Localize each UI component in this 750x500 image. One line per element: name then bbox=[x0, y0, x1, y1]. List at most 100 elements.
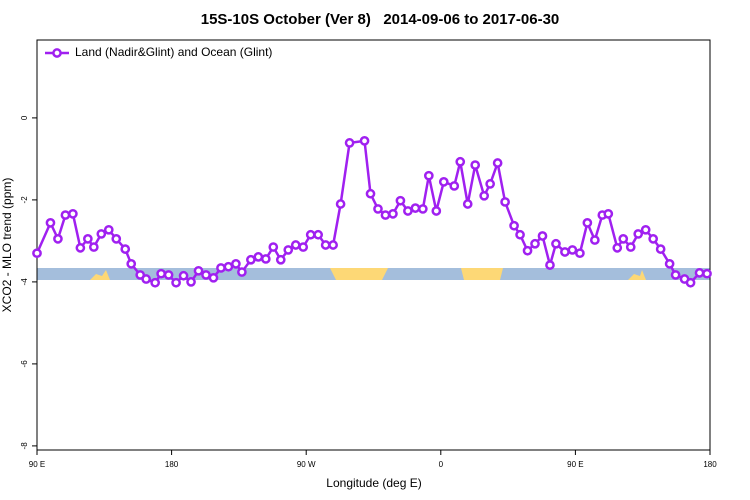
data-point bbox=[670, 270, 681, 280]
data-point bbox=[633, 229, 644, 239]
data-point bbox=[582, 218, 593, 228]
x-tick-label: 0 bbox=[439, 460, 444, 469]
y-tick-label: -8 bbox=[20, 442, 29, 450]
data-point bbox=[395, 195, 406, 206]
data-point bbox=[438, 177, 449, 187]
x-tick-label: 180 bbox=[165, 460, 179, 469]
data-point bbox=[560, 247, 570, 257]
chart-title: 15S-10S October (Ver 8) 2014-09-06 to 20… bbox=[201, 11, 560, 28]
data-point bbox=[111, 234, 122, 244]
land-shape bbox=[628, 270, 646, 280]
data-point bbox=[178, 270, 189, 281]
data-point bbox=[156, 268, 166, 279]
data-point bbox=[141, 274, 152, 284]
legend-label: Land (Nadir&Glint) and Ocean (Glint) bbox=[75, 45, 272, 59]
data-point bbox=[103, 224, 114, 235]
data-point bbox=[423, 170, 434, 181]
data-point bbox=[313, 229, 324, 240]
data-point bbox=[462, 199, 473, 209]
data-point bbox=[237, 267, 247, 277]
data-point bbox=[449, 181, 460, 191]
data-point bbox=[68, 208, 78, 219]
data-point bbox=[335, 199, 346, 209]
data-point bbox=[380, 210, 391, 220]
data-point bbox=[365, 188, 376, 199]
data-point bbox=[268, 242, 279, 252]
data-point bbox=[530, 238, 540, 249]
data-point bbox=[373, 204, 383, 214]
data-point bbox=[509, 220, 519, 231]
y-tick-label: 0 bbox=[20, 115, 29, 120]
data-point bbox=[186, 277, 196, 287]
data-point bbox=[625, 242, 636, 252]
data-point bbox=[82, 234, 93, 244]
x-tick-label: 90 E bbox=[29, 460, 45, 469]
y-axis-label: XCO2 - MLO trend (ppm) bbox=[0, 178, 14, 313]
data-point bbox=[253, 252, 264, 262]
data-point bbox=[694, 268, 705, 278]
data-point bbox=[418, 204, 428, 214]
data-point bbox=[500, 197, 510, 207]
data-point bbox=[260, 254, 271, 264]
data-point bbox=[60, 210, 71, 220]
data-point bbox=[485, 179, 496, 189]
data-point bbox=[208, 272, 219, 283]
data-point bbox=[640, 224, 651, 235]
data-point bbox=[575, 248, 585, 259]
data-point bbox=[290, 240, 301, 250]
plot-frame bbox=[36, 39, 711, 451]
data-point bbox=[32, 248, 42, 259]
data-point bbox=[479, 190, 490, 201]
data-point bbox=[492, 158, 503, 168]
data-point bbox=[75, 243, 86, 253]
x-axis-label: Longitude (deg E) bbox=[326, 476, 421, 490]
data-point bbox=[231, 259, 241, 269]
y-tick-label: -2 bbox=[20, 196, 29, 204]
data-point bbox=[320, 240, 331, 250]
data-point bbox=[328, 240, 338, 250]
data-point bbox=[171, 277, 181, 288]
data-point bbox=[305, 229, 316, 240]
data-point bbox=[163, 270, 174, 280]
x-tick-label: 90 E bbox=[567, 460, 583, 469]
data-point bbox=[88, 242, 99, 252]
land-shape bbox=[330, 268, 388, 280]
data-point bbox=[223, 261, 234, 272]
data-point bbox=[589, 235, 600, 245]
data-point bbox=[96, 229, 107, 239]
data-point bbox=[410, 203, 421, 213]
data-point bbox=[246, 254, 256, 265]
data-point bbox=[150, 277, 160, 288]
data-point bbox=[431, 206, 442, 216]
data-point bbox=[685, 277, 696, 288]
data-point bbox=[298, 242, 309, 252]
data-point bbox=[470, 160, 481, 170]
data-point bbox=[455, 156, 466, 167]
data-point bbox=[359, 136, 370, 146]
legend-marker bbox=[52, 48, 62, 58]
data-point bbox=[702, 268, 712, 279]
data-point bbox=[275, 254, 286, 265]
data-point bbox=[515, 229, 525, 240]
data-point bbox=[201, 270, 211, 280]
data-point bbox=[567, 245, 578, 255]
y-tick-label: -6 bbox=[20, 360, 29, 368]
data-point bbox=[603, 208, 614, 219]
data-point bbox=[45, 218, 56, 228]
data-point bbox=[344, 138, 355, 148]
x-tick-label: 90 W bbox=[297, 460, 316, 469]
data-point bbox=[283, 245, 294, 255]
data-point bbox=[655, 244, 666, 254]
land-shape bbox=[461, 268, 503, 280]
land-shape bbox=[90, 270, 110, 280]
data-point bbox=[522, 245, 533, 256]
data-point bbox=[120, 244, 131, 254]
x-tick-label: 180 bbox=[703, 460, 717, 469]
data-point bbox=[648, 234, 659, 244]
data-point bbox=[545, 260, 555, 270]
data-point bbox=[403, 206, 413, 216]
data-point bbox=[664, 259, 675, 269]
data-point bbox=[126, 259, 137, 269]
